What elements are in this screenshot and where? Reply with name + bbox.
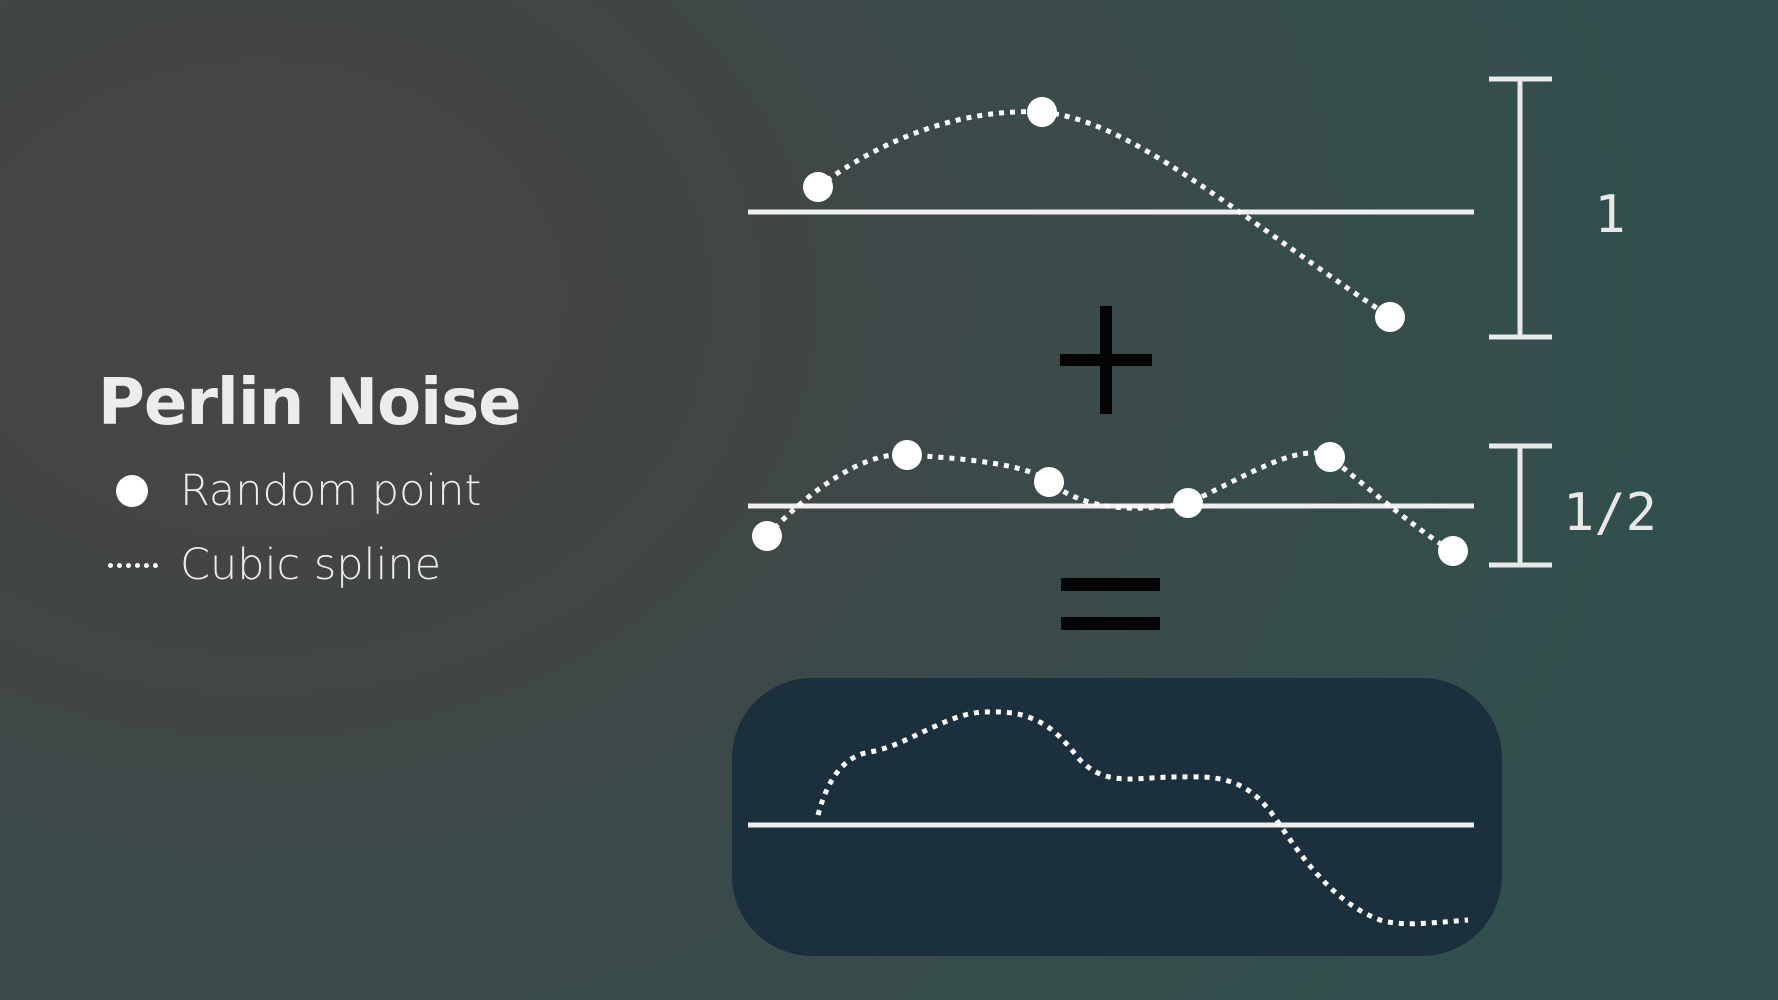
octave-1-scale-label: 1 — [1594, 185, 1625, 245]
octave-2-point — [1438, 536, 1468, 566]
plus-operator — [1060, 306, 1152, 414]
octave-1: 1 — [748, 76, 1626, 340]
legend-label-cubic-spline: Cubic spline — [180, 540, 442, 590]
legend-label-random-point: Random point — [180, 466, 482, 516]
octave-2-point — [892, 440, 922, 470]
result-curve — [815, 709, 1469, 927]
legend-item-cubic-spline: Cubic spline — [108, 540, 441, 590]
octave-2-point — [1173, 488, 1203, 518]
octave-2-point — [1315, 442, 1345, 472]
octave-1-point — [803, 172, 833, 202]
octave-2-spline — [765, 450, 1455, 554]
octave-1-point — [1375, 302, 1405, 332]
octave-1-point — [1027, 97, 1057, 127]
octave-2-point — [1034, 467, 1064, 497]
octave-2: 1/2 — [748, 440, 1657, 568]
octave-2-scale-label: 1/2 — [1563, 483, 1657, 543]
dotted-line-icon — [108, 545, 160, 585]
result-curve-group — [748, 709, 1474, 927]
octave-2-point — [752, 521, 782, 551]
diagram-title: Perlin Noise — [98, 366, 522, 440]
equals-operator — [1061, 578, 1160, 630]
legend-item-random-point: Random point — [108, 466, 481, 516]
result-panel — [732, 678, 1502, 956]
dot-icon — [108, 471, 160, 511]
